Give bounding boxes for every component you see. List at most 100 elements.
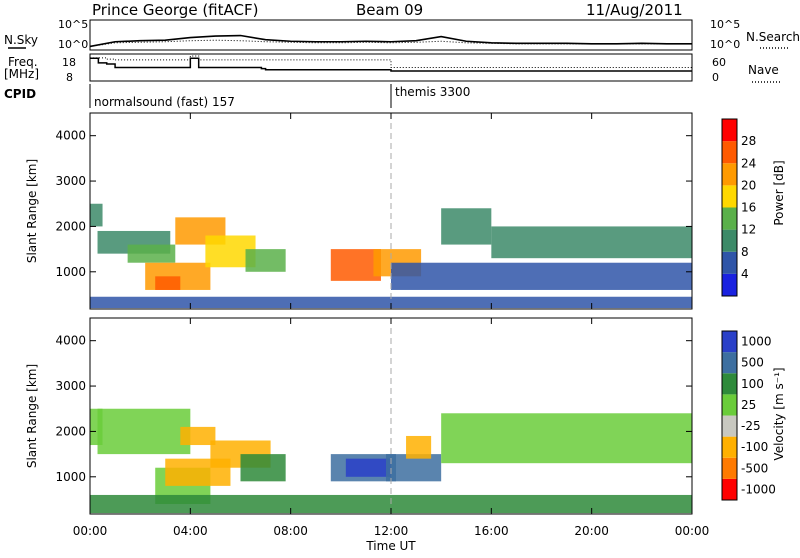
power-ytick-label-2: 3000: [55, 174, 86, 188]
velocity-heatmap: [90, 408, 692, 514]
xtick-label-4: 16:00: [474, 524, 509, 538]
vel-cbar-tick-7: -1000: [741, 482, 776, 496]
velocity-ytick-label-0: 1000: [55, 470, 86, 484]
xtick-label-5: 20:00: [574, 524, 609, 538]
power-cbar-tick-1: 8: [741, 245, 749, 259]
freq-unit: [MHz]: [4, 67, 39, 81]
xtick-label-3: 12:00: [374, 524, 409, 538]
vel-cbar-swatch-6: [722, 352, 737, 374]
velocity-ytick-label-2: 3000: [55, 379, 86, 393]
xtick-label-2: 08:00: [273, 524, 308, 538]
power-patch-12: [391, 262, 692, 290]
power-patch-2: [127, 244, 176, 263]
xtick-label-1: 04:00: [173, 524, 208, 538]
vel-cbar-tick-3: 25: [741, 398, 756, 412]
power-cbar-swatch-5: [722, 163, 737, 186]
vel-cbar-swatch-5: [722, 373, 737, 395]
velocity-patch-10: [406, 435, 432, 459]
nsky-tick-top: 10^5: [58, 18, 88, 31]
vel-cbar-swatch-4: [722, 394, 737, 416]
vel-cbar-tick-2: 100: [741, 377, 764, 391]
power-cbar-frame: [721, 118, 738, 297]
plot-title: Prince George (fitACF): [92, 1, 258, 19]
series-nave: [90, 55, 692, 68]
power-cbar-swatch-7: [722, 119, 737, 142]
power-patch-13: [90, 296, 692, 309]
power-cbar-swatch-1: [722, 251, 737, 274]
nsky-label: N.Sky: [4, 33, 38, 47]
power-cbar-tick-6: 28: [741, 134, 756, 148]
vel-cbar-swatch-0: [722, 478, 737, 500]
velocity-ylabel: Slant Range [km]: [25, 364, 39, 468]
nave-label: Nave: [748, 63, 779, 77]
vel-cbar-swatch-3: [722, 415, 737, 437]
vel-cbar-swatch-2: [722, 436, 737, 458]
power-cbar-swatch-2: [722, 229, 737, 252]
vel-cbar-tick-5: -100: [741, 440, 768, 454]
power-colorbar-label: Power [dB]: [772, 160, 786, 225]
freq-label: Freq.: [8, 55, 38, 69]
vel-cbar-tick-0: 1000: [741, 335, 772, 349]
power-cbar-tick-5: 24: [741, 156, 756, 170]
velocity-patch-4: [180, 426, 216, 446]
freq-tick-bottom: 8: [66, 71, 73, 84]
velocity-colorbar-label: Velocity [m s⁻¹]: [772, 367, 786, 460]
xtick-label-6: 00:00: [675, 524, 710, 538]
nsearch-label: N.Search: [746, 30, 800, 44]
x-axis: 00:00 04:00 08:00 12:00 16:00 20:00 00:00: [73, 113, 710, 538]
power-y-axis: 1000 2000 3000 4000: [55, 129, 692, 279]
nsky-tick-bottom: 10^0: [58, 38, 88, 51]
nsky-series: [89, 34, 692, 48]
velocity-ytick-label-1: 2000: [55, 424, 86, 438]
vel-cbar-tick-1: 500: [741, 356, 764, 370]
nsky-strip-frame: [89, 19, 693, 51]
nsearch-tick-bottom: 10^0: [710, 38, 740, 51]
power-cbar-swatch-3: [722, 207, 737, 230]
power-cbar-tick-2: 12: [741, 223, 756, 237]
velocity-y-axis: 1000 2000 3000 4000: [55, 334, 692, 484]
x-axis-label: Time UT: [365, 539, 416, 553]
velocity-patch-8: [345, 458, 391, 477]
vel-cbar-tick-4: -25: [741, 419, 761, 433]
velocity-colorbar: 1000 500 100 25 -25 -100 -500 -1000: [721, 330, 776, 501]
power-ytick-label-0: 1000: [55, 265, 86, 279]
nave-tick-top: 60: [712, 56, 726, 69]
power-cbar-swatch-0: [722, 273, 737, 296]
velocity-patch-6: [240, 454, 286, 482]
power-ytick-label-3: 4000: [55, 129, 86, 143]
series-freq-: [90, 57, 692, 72]
power-patch-8: [330, 249, 381, 281]
freq-strip-frame: [89, 53, 693, 82]
power-ylabel: Slant Range [km]: [25, 159, 39, 263]
power-cbar-tick-4: 20: [741, 178, 756, 192]
freq-series: [90, 55, 692, 72]
velocity-patch-12: [90, 494, 692, 514]
vel-cbar-swatch-1: [722, 457, 737, 479]
nsearch-tick-top: 10^5: [710, 18, 740, 31]
power-patch-0: [90, 203, 103, 227]
power-heatmap: [90, 203, 692, 309]
power-patch-10: [441, 208, 492, 245]
date-label: 11/Aug/2011: [586, 1, 683, 19]
vel-cbar-tick-6: -500: [741, 461, 768, 475]
power-patch-4: [155, 276, 181, 290]
vel-cbar-swatch-7: [722, 331, 737, 353]
velocity-patch-11: [441, 413, 692, 464]
beam-label: Beam 09: [356, 1, 423, 19]
power-patch-11: [491, 226, 692, 259]
freq-tick-top: 18: [62, 56, 76, 69]
power-patch-7: [245, 249, 286, 272]
power-cbar-tick-0: 4: [741, 267, 749, 281]
velocity-patch-9: [385, 454, 442, 482]
power-cbar-tick-3: 16: [741, 201, 756, 215]
vel-cbar-frame: [721, 330, 738, 501]
xtick-label-0: 00:00: [73, 524, 108, 538]
cpid-label: CPID: [4, 87, 36, 101]
nsky-series-n-sky: [89, 34, 692, 48]
power-colorbar: 4 8 12 16 20 24 28: [721, 118, 756, 297]
velocity-ytick-label-3: 4000: [55, 334, 86, 348]
velocity-patch-1: [97, 408, 191, 455]
nave-tick-bottom: 0: [712, 71, 719, 84]
